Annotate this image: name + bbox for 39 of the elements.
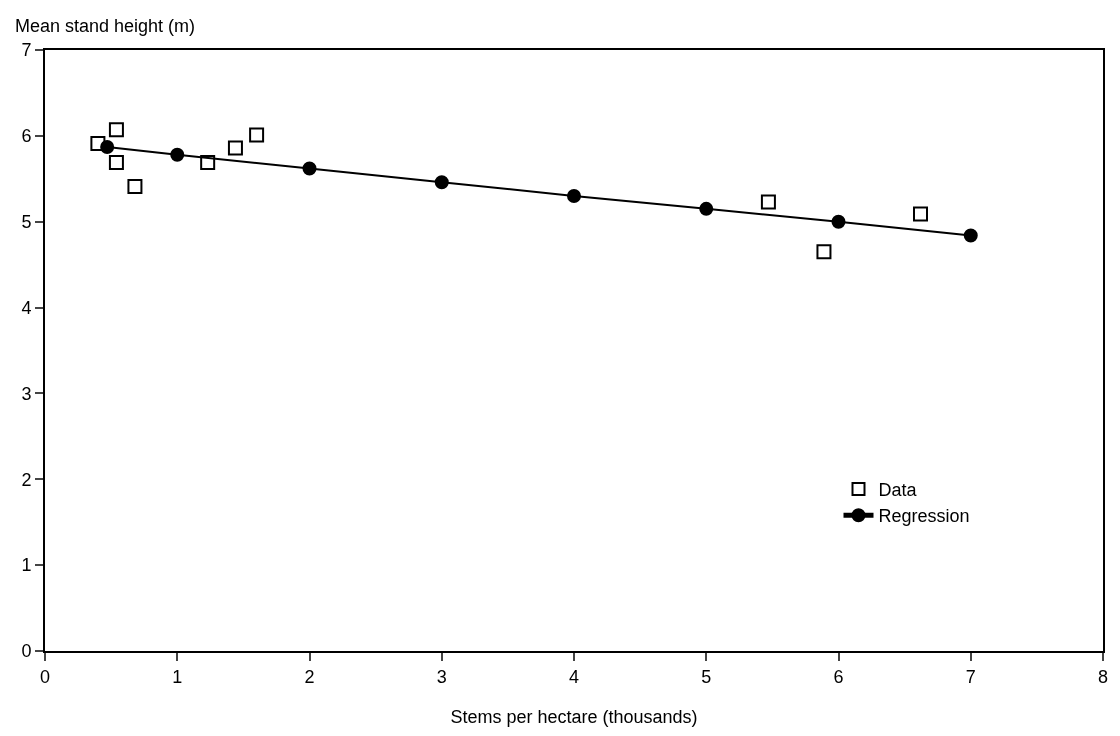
point (227, 140, 243, 156)
legend-label: Regression (878, 506, 970, 527)
x-tick-label: 0 (39, 666, 51, 687)
point (249, 127, 265, 143)
point (200, 154, 216, 170)
point (302, 161, 317, 176)
point (913, 206, 928, 222)
point (699, 201, 714, 216)
point (170, 147, 185, 162)
x-tick-label: 1 (172, 666, 183, 687)
y-axis-title: Mean stand height (m) (15, 16, 196, 36)
point (760, 194, 776, 210)
y-tick-label: 1 (21, 555, 32, 576)
point (90, 136, 106, 152)
y-tick-label: 5 (21, 212, 32, 233)
y-tick-label: 3 (21, 383, 32, 404)
x-axis-title: Stems per hectare (thousands) (450, 707, 698, 728)
x-tick-label: 3 (436, 666, 447, 687)
point (127, 179, 143, 195)
point (108, 122, 124, 138)
x-tick-label: 2 (304, 666, 315, 687)
point (100, 140, 115, 155)
y-tick-label: 0 (21, 641, 32, 662)
y-tick-label: 7 (21, 40, 32, 61)
x-tick-label: 8 (1097, 666, 1109, 687)
point (434, 175, 449, 190)
x-tick-label: 7 (965, 666, 976, 687)
legend-label: Data (878, 479, 918, 500)
y-tick-label: 2 (21, 469, 32, 490)
point (831, 214, 846, 229)
x-tick-label: 4 (568, 666, 580, 687)
point (567, 188, 581, 203)
point (963, 228, 978, 243)
y-tick-label: 6 (21, 126, 32, 147)
point (816, 244, 832, 260)
y-tick-label: 4 (21, 297, 32, 318)
point (108, 154, 124, 170)
x-tick-label: 6 (833, 666, 844, 687)
x-tick-label: 5 (701, 666, 712, 687)
